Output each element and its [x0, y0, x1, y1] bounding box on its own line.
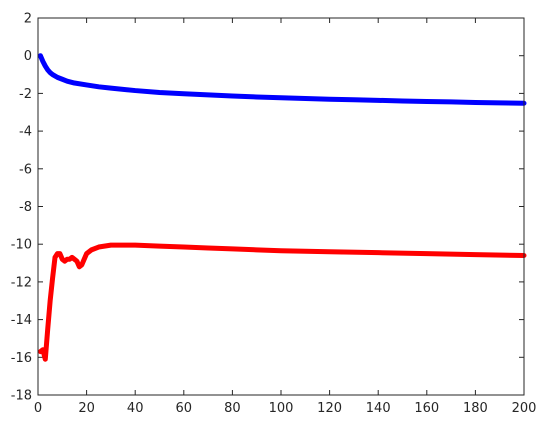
- x-tick-label: 0: [34, 401, 42, 416]
- x-tick-label: 140: [366, 401, 391, 416]
- x-tick-label: 20: [78, 401, 95, 416]
- y-tick-label: 0: [24, 49, 32, 64]
- x-tick-label: 60: [176, 401, 193, 416]
- plot-frame: [37, 17, 525, 396]
- x-tick-label: 80: [224, 401, 241, 416]
- y-tick-label: -18: [11, 389, 32, 404]
- x-tick-label: 120: [317, 401, 342, 416]
- x-tick-label: 100: [269, 401, 294, 416]
- y-tick-label: -12: [11, 275, 32, 290]
- series-line-1: [37, 53, 527, 106]
- axes: 0 20 40 60 80 100 120 140 160 180 20020-2-4-6-8-10…: [11, 12, 537, 417]
- y-tick-label: -6: [19, 162, 32, 177]
- x-tick-label: 180: [463, 401, 488, 416]
- x-tick-label: 160: [414, 401, 439, 416]
- y-tick-label: -16: [11, 351, 32, 366]
- x-tick-label: 40: [127, 401, 144, 416]
- axes-box: [37, 17, 525, 396]
- y-tick-label: -4: [19, 125, 32, 140]
- y-tick-label: 2: [24, 12, 32, 27]
- y-tick-label: -14: [11, 313, 32, 328]
- y-tick-label: -10: [11, 238, 32, 253]
- x-tick-label: 200: [512, 401, 537, 416]
- y-tick-label: -8: [19, 200, 32, 215]
- series-layer: [37, 53, 527, 362]
- y-tick-label: -2: [19, 87, 32, 102]
- series-line-2: [37, 242, 527, 362]
